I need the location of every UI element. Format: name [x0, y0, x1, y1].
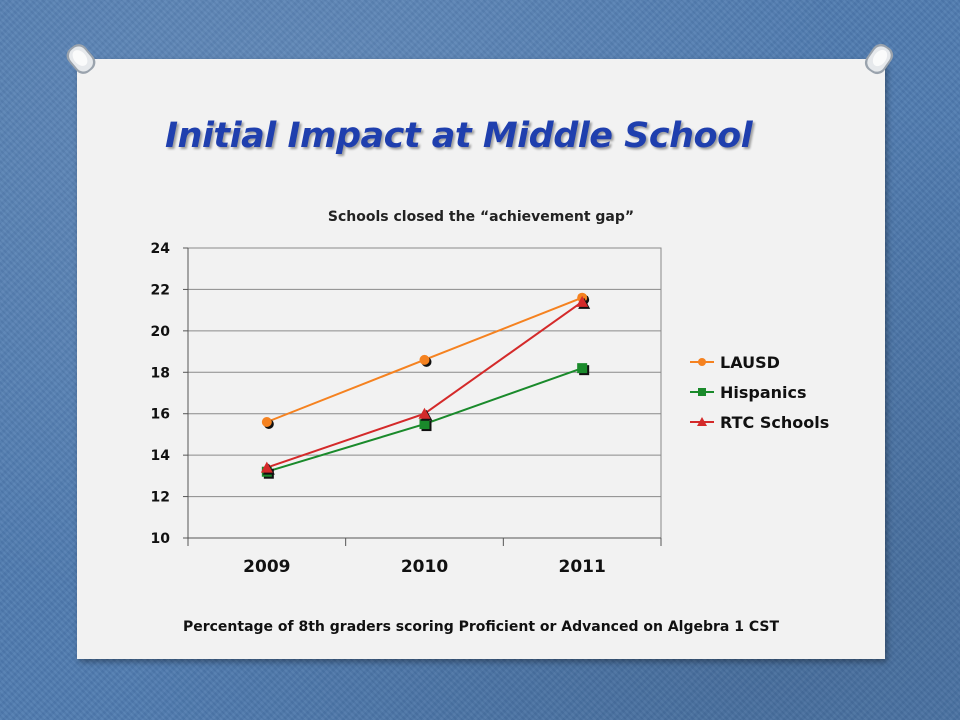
legend-swatch-marker [697, 417, 707, 426]
y-tick-label: 10 [151, 531, 171, 547]
legend-swatch-marker [698, 388, 706, 396]
thumbtack-icon [864, 43, 894, 75]
y-tick-label: 16 [151, 407, 170, 423]
x-tick-label: 2009 [243, 557, 290, 577]
thumbtack-icon [66, 44, 96, 74]
data-point [576, 295, 589, 307]
data-point [260, 461, 273, 473]
y-tick-label: 18 [151, 365, 170, 381]
data-point [419, 419, 430, 430]
y-tick-label: 14 [151, 448, 171, 464]
x-tick-label: 2010 [401, 557, 448, 577]
legend-label: Hispanics [720, 383, 807, 402]
data-point [577, 363, 588, 374]
chart-caption: Percentage of 8th graders scoring Profic… [182, 619, 780, 635]
x-tick-label: 2011 [559, 557, 606, 577]
y-tick-label: 12 [151, 490, 170, 506]
legend-swatch-marker [698, 358, 706, 366]
slide-title: Initial Impact at Middle School [165, 116, 753, 156]
y-tick-label: 22 [151, 282, 170, 298]
y-tick-label: 20 [151, 324, 171, 340]
legend-label: LAUSD [720, 353, 780, 372]
data-point [419, 354, 430, 365]
chart-title: Schools closed the “achievement gap” [327, 209, 635, 225]
plot-area [187, 247, 662, 539]
legend-label: RTC Schools [720, 413, 829, 432]
y-tick-label: 24 [151, 241, 171, 257]
data-point [261, 417, 272, 427]
data-point [418, 407, 431, 419]
